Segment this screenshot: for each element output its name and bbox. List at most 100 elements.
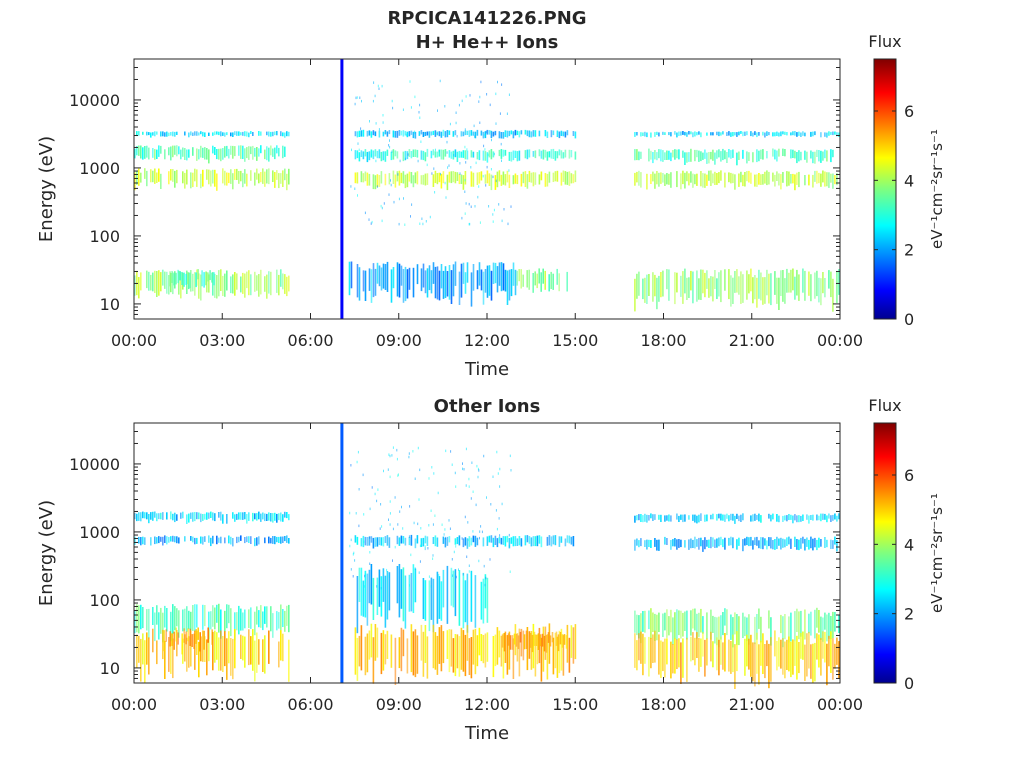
flux-strip <box>824 513 826 520</box>
flux-strip <box>650 540 652 548</box>
flux-strip <box>664 536 666 545</box>
flux-strip <box>558 536 561 547</box>
flux-strip <box>510 130 513 135</box>
flux-strip <box>274 131 276 136</box>
flux-strip <box>272 536 274 544</box>
flux-strip <box>746 634 748 667</box>
flux-strip <box>750 515 752 522</box>
flux-strip <box>160 173 162 189</box>
flux-strip <box>524 171 527 187</box>
flux-strip <box>830 173 832 183</box>
flux-strip <box>694 149 696 162</box>
flux-strip <box>732 149 734 158</box>
flux-strip <box>442 536 445 544</box>
y-tick-label: 100 <box>89 591 120 610</box>
flux-strip <box>692 271 694 304</box>
flux-dot <box>449 122 451 126</box>
flux-strip <box>187 272 189 285</box>
flux-strip <box>276 170 278 180</box>
flux-strip <box>758 540 760 549</box>
flux-strip <box>184 536 186 542</box>
flux-strip <box>240 276 242 293</box>
flux-dot <box>483 454 485 458</box>
flux-strip <box>838 614 840 633</box>
flux-strip <box>364 636 367 676</box>
flux-strip <box>216 173 218 191</box>
flux-strip <box>452 131 455 137</box>
flux-strip <box>744 172 746 187</box>
flux-strip <box>634 172 636 186</box>
flux-dot <box>508 544 510 548</box>
flux-strip <box>806 633 808 677</box>
flux-strip <box>400 130 403 136</box>
flux-strip <box>794 276 796 300</box>
flux-dot <box>408 535 410 538</box>
flux-dot <box>470 205 472 208</box>
flux-strip <box>778 515 780 523</box>
flux-strip <box>776 640 778 671</box>
flux-strip <box>552 130 555 136</box>
flux-dot <box>486 93 488 96</box>
flux-strip <box>194 537 196 545</box>
flux-dot <box>392 446 394 449</box>
flux-strip <box>212 132 214 136</box>
flux-strip <box>358 130 361 137</box>
flux-dot <box>432 557 434 560</box>
flux-strip <box>362 173 365 183</box>
flux-strip <box>268 131 270 137</box>
flux-strip <box>171 633 173 646</box>
flux-strip <box>196 169 198 187</box>
flux-strip <box>230 536 232 545</box>
flux-strip <box>780 639 782 669</box>
flux-strip <box>730 275 732 307</box>
flux-strip <box>234 272 236 296</box>
flux-dot <box>501 219 503 223</box>
flux-strip <box>190 172 192 189</box>
flux-dot <box>495 509 497 512</box>
flux-strip <box>182 147 184 157</box>
flux-dot <box>350 464 352 467</box>
flux-strip <box>794 640 796 666</box>
flux-strip <box>790 612 792 642</box>
flux-strip <box>458 535 461 546</box>
flux-strip <box>756 277 758 308</box>
flux-strip <box>238 131 240 136</box>
flux-strip <box>816 607 818 628</box>
flux-strip <box>428 131 431 138</box>
colorbar-tick-label: 6 <box>904 466 914 485</box>
flux-dot <box>370 153 372 157</box>
flux-strip <box>388 130 391 135</box>
flux-dot <box>402 108 404 111</box>
flux-strip <box>148 514 150 524</box>
flux-strip <box>518 269 520 282</box>
flux-strip <box>778 538 780 546</box>
flux-strip <box>502 149 505 157</box>
flux-strip <box>414 131 417 139</box>
flux-strip <box>820 278 822 306</box>
flux-strip <box>798 515 800 523</box>
flux-strip <box>692 539 694 548</box>
flux-strip <box>708 539 710 548</box>
flux-strip <box>452 264 455 297</box>
flux-strip <box>716 617 718 646</box>
flux-strip <box>193 633 195 649</box>
flux-strip <box>448 629 451 673</box>
flux-strip <box>146 131 148 136</box>
flux-strip <box>484 574 487 609</box>
flux-strip <box>176 608 178 627</box>
flux-strip <box>236 612 238 631</box>
flux-strip <box>386 535 389 546</box>
flux-strip <box>260 605 262 628</box>
flux-strip <box>210 611 212 630</box>
flux-dot <box>389 139 390 142</box>
flux-strip <box>170 146 172 161</box>
flux-strip <box>168 275 170 295</box>
flux-strip <box>820 173 822 187</box>
flux-dot <box>492 175 494 179</box>
flux-strip <box>176 131 178 135</box>
flux-strip <box>146 632 148 665</box>
flux-dot <box>434 514 436 517</box>
flux-dot <box>382 121 384 124</box>
flux-strip <box>658 132 660 137</box>
flux-strip <box>150 512 152 520</box>
